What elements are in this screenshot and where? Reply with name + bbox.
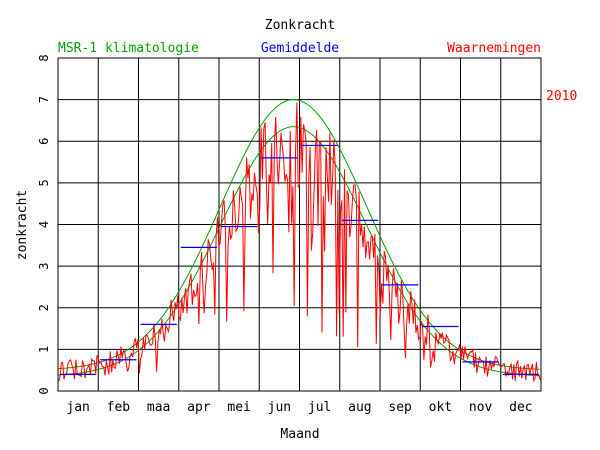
y-tick-label: 7 (37, 96, 51, 103)
legend-observations: Waarnemingen (447, 41, 541, 56)
x-tick-label: jun (268, 400, 291, 415)
y-tick-label: 0 (37, 387, 51, 394)
y-tick-label: 4 (37, 221, 51, 228)
legend-climatology: MSR-1 klimatologie (58, 41, 199, 56)
y-axis-label: zonkracht (15, 190, 30, 260)
y-tick-labels: 0 1 2 3 4 5 6 7 8 (37, 54, 51, 394)
x-tick-label: sep (388, 400, 412, 415)
x-tick-label: jan (66, 400, 89, 415)
plot-frame (57, 57, 542, 392)
x-tick-label: feb (107, 400, 131, 415)
y-tick-label: 3 (37, 263, 51, 270)
y-tick-label: 1 (37, 346, 51, 353)
climatology-lower-curve (57, 126, 540, 377)
climatology-upper-curve (57, 99, 540, 370)
grid (58, 58, 541, 391)
year-label: 2010 (546, 89, 577, 104)
x-tick-label: mei (227, 400, 250, 415)
x-axis-label: Maand (280, 427, 319, 442)
x-tick-label: okt (429, 400, 452, 415)
x-tick-label: aug (348, 400, 371, 415)
x-tick-label: jul (308, 400, 331, 415)
y-tick-label: 5 (37, 179, 51, 186)
x-tick-label: apr (187, 400, 211, 415)
x-tick-label: maa (147, 400, 170, 415)
x-tick-label: dec (509, 400, 532, 415)
monthly-mean-bars (60, 144, 539, 375)
y-tick-label: 8 (37, 54, 51, 61)
x-tick-labels: jan feb maa apr mei jun jul aug sep okt nov dec (66, 400, 532, 415)
legend-mean: Gemiddelde (261, 41, 339, 56)
x-tick-label: nov (469, 400, 493, 415)
observations-line (58, 102, 541, 383)
chart-title: Zonkracht (265, 18, 335, 33)
observations-series (58, 102, 541, 383)
y-tick-label: 2 (37, 304, 51, 311)
y-tick-label: 6 (37, 138, 51, 145)
